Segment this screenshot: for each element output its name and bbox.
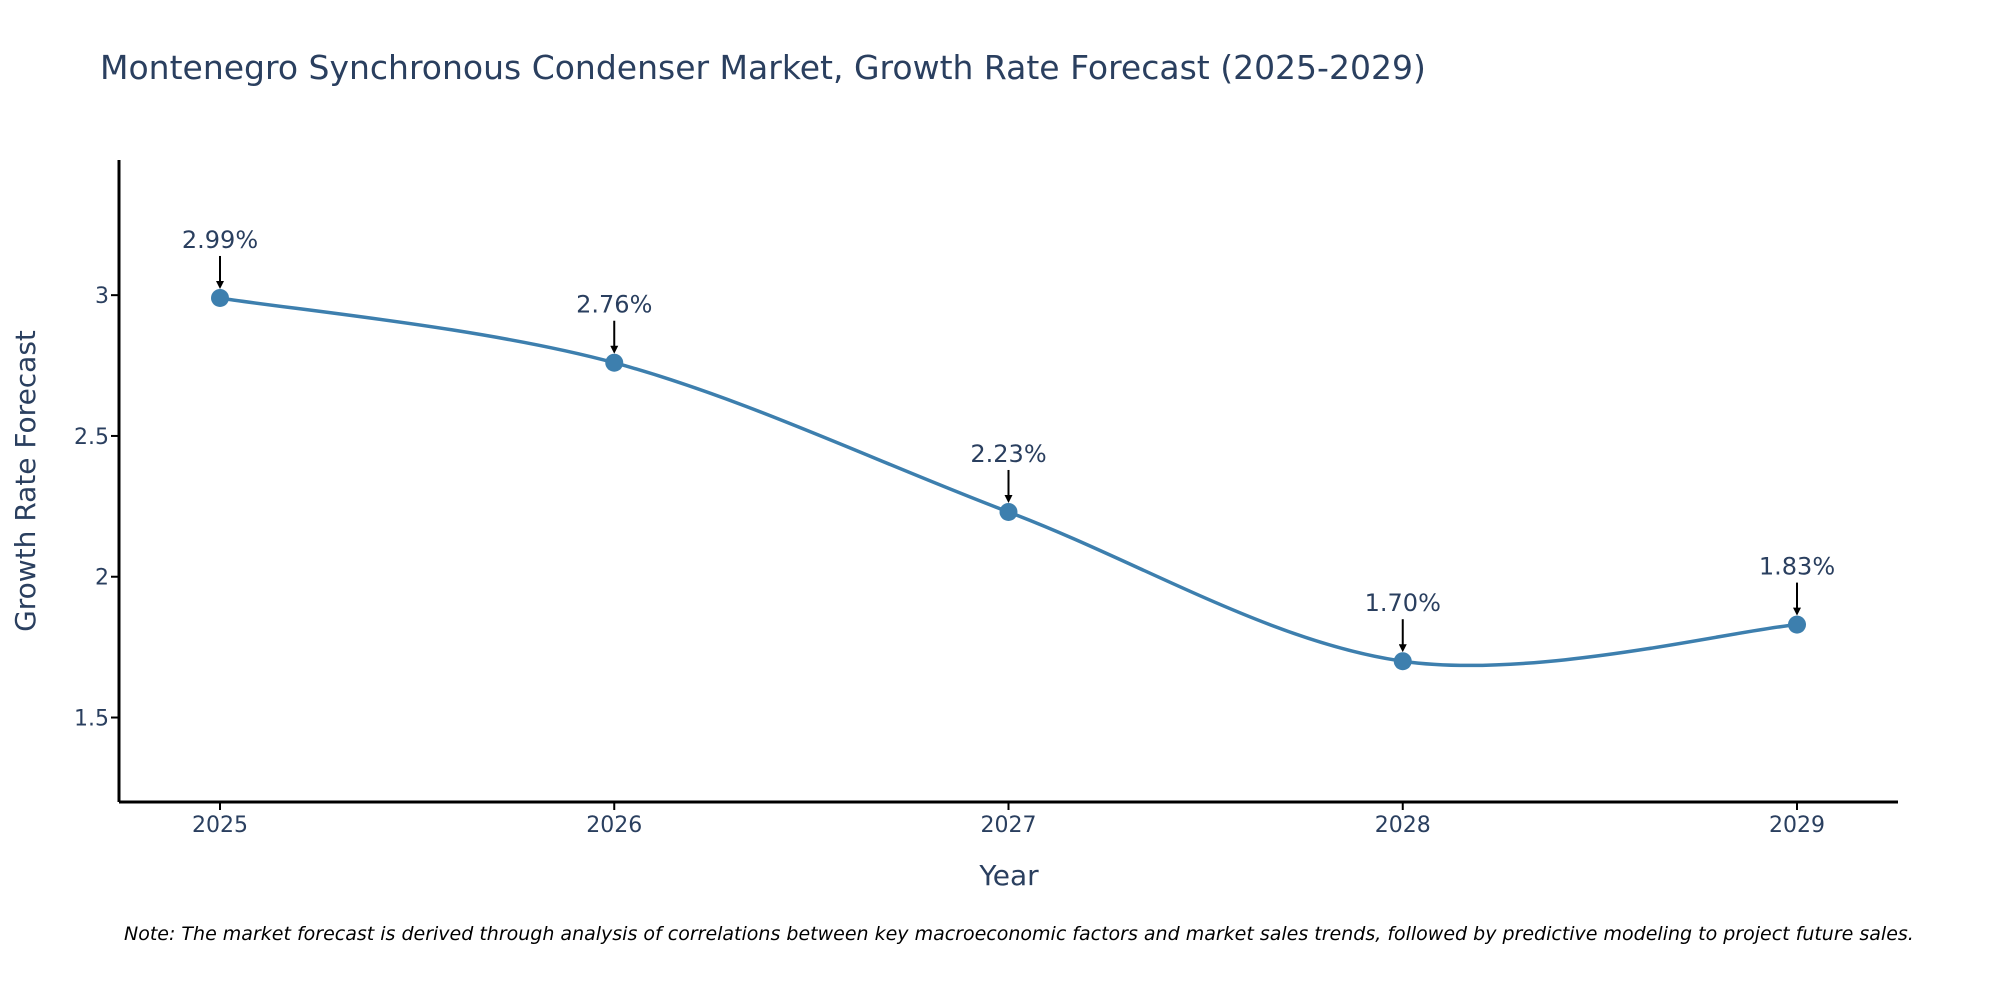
data-point-marker: [1788, 615, 1806, 634]
data-label: 2.76%: [576, 291, 652, 319]
x-tick-label: 2028: [1375, 813, 1431, 838]
footnote: Note: The market forecast is derived thr…: [124, 923, 1914, 945]
data-label: 1.83%: [1759, 553, 1835, 581]
data-point-marker: [605, 353, 624, 372]
x-tick-label: 2027: [981, 813, 1037, 838]
data-label: 2.23%: [970, 440, 1046, 468]
data-point-marker: [211, 288, 229, 307]
data-point-marker: [1393, 652, 1412, 671]
y-tick-label: 2: [95, 566, 109, 591]
x-tick-label: 2029: [1769, 813, 1825, 838]
chart-title: Montenegro Synchronous Condenser Market,…: [100, 48, 1426, 87]
x-tick-label: 2025: [192, 813, 248, 838]
data-label: 1.70%: [1365, 589, 1441, 617]
data-point-marker: [999, 502, 1018, 521]
y-tick-label: 3: [95, 284, 109, 309]
x-tick-label: 2026: [586, 813, 642, 838]
data-label: 2.99%: [182, 226, 258, 254]
plot-area: 1.5 2 2.5 3 2025 2026 2027 2028 2029 2.99% 2.76% 2.…: [74, 160, 1898, 838]
y-axis-title: Growth Rate Forecast: [9, 330, 42, 632]
y-tick-label: 2.5: [74, 425, 109, 450]
y-tick-label: 1.5: [74, 707, 109, 732]
x-axis-title: Year: [978, 859, 1039, 892]
